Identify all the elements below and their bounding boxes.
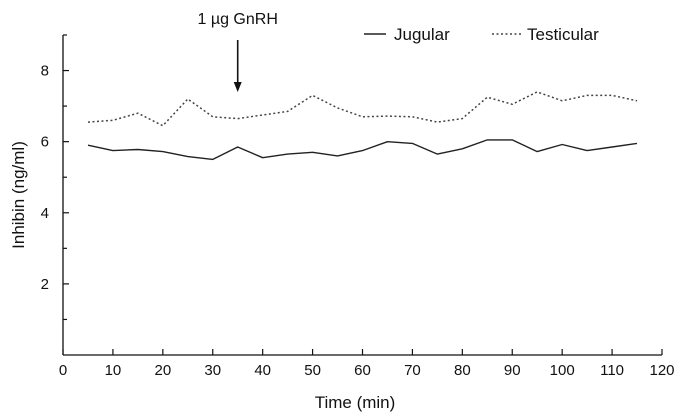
x-tick-label: 120 — [649, 362, 674, 379]
series-line-jugular — [87, 139, 638, 161]
x-axis-ticks: 0 10 20 30 40 50 60 70 80 90 100 110 120 — [59, 349, 675, 379]
y-axis-ticks: 2 4 6 8 — [41, 34, 69, 321]
series-layer — [87, 91, 638, 161]
x-tick-label: 110 — [600, 362, 624, 379]
y-tick-label: 4 — [41, 205, 49, 222]
x-tick-label: 10 — [105, 362, 122, 379]
legend: Jugular Testicular — [364, 25, 599, 44]
x-tick-label: 20 — [154, 362, 171, 379]
gnrh-annotation: 1 µg GnRH — [198, 11, 278, 92]
y-tick-label: 2 — [41, 276, 49, 293]
series-line-testicular — [87, 91, 638, 127]
y-tick-label: 8 — [41, 63, 49, 80]
x-tick-label: 40 — [254, 362, 271, 379]
y-tick-label: 6 — [41, 134, 49, 151]
legend-label-testicular: Testicular — [527, 25, 599, 44]
x-tick-label: 90 — [504, 362, 521, 379]
gnrh-arrow-head — [233, 82, 242, 92]
x-tick-label: 50 — [304, 362, 321, 379]
x-axis-title: Time (min) — [315, 393, 396, 412]
x-tick-label: 0 — [59, 362, 67, 379]
x-tick-label: 80 — [454, 362, 471, 379]
x-tick-label: 70 — [404, 362, 421, 379]
x-tick-label: 60 — [354, 362, 371, 379]
gnrh-annotation-label: 1 µg GnRH — [198, 11, 278, 28]
y-axis-title: Inhibin (ng/ml) — [9, 141, 28, 249]
x-tick-label: 30 — [204, 362, 221, 379]
x-tick-label: 100 — [550, 362, 575, 379]
legend-label-jugular: Jugular — [394, 25, 450, 44]
